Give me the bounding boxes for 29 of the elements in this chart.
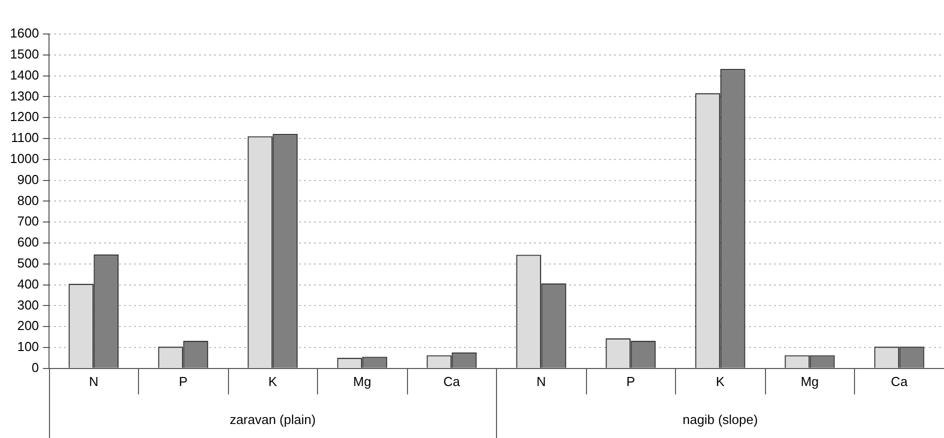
y-tick-label: 0	[32, 360, 39, 375]
x-tick-label: N	[88, 374, 98, 389]
x-tick-label: P	[626, 374, 636, 389]
x-tick-label: K	[716, 374, 725, 389]
text: zaravan (plain)	[230, 412, 316, 427]
y-tick-label: 1100	[10, 130, 39, 146]
y-tick-label: 700	[17, 214, 39, 229]
y-tick-label: 1600	[10, 26, 39, 41]
x-tick-label: P	[178, 374, 188, 389]
x-tick-label: K	[268, 374, 278, 389]
y-tick-label: 1300	[10, 88, 39, 104]
y-tick-label: 1000	[10, 150, 39, 166]
y-tick-label: 500	[17, 255, 39, 270]
y-tick-label: 200	[17, 318, 39, 334]
text: nagib (slope)	[682, 412, 758, 427]
y-tick-label: 600	[17, 234, 39, 250]
y-tick-label: 1200	[10, 109, 39, 124]
x-tick-label: Mg	[800, 374, 819, 389]
x-tick-label: N	[536, 374, 546, 389]
y-tick-label: 400	[17, 276, 39, 292]
y-tick-label: 900	[17, 172, 39, 187]
x-tick-label: Ca	[890, 374, 908, 389]
y-tick-label: 1400	[10, 67, 39, 82]
y-tick-label: 1500	[10, 46, 39, 62]
y-tick-label: 100	[17, 339, 39, 354]
y-tick-label: 300	[17, 297, 39, 312]
y-tick-label: 800	[17, 192, 39, 208]
x-tick-label: Ca	[443, 374, 461, 389]
x-tick-label: Mg	[353, 374, 372, 389]
